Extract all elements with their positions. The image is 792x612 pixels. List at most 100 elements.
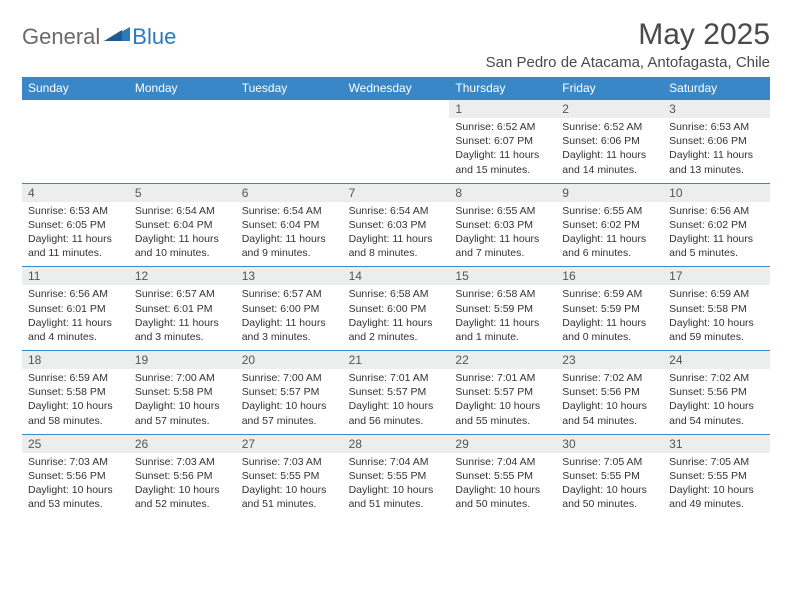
sunrise-value: 6:53 AM: [669, 120, 764, 134]
weekday-friday: Friday: [556, 77, 663, 99]
sunrise-value: 6:54 AM: [349, 204, 444, 218]
sunrise-value: 7:00 AM: [135, 371, 230, 385]
day-number: 19: [129, 351, 236, 369]
sunrise-value: 6:52 AM: [455, 120, 550, 134]
daylight-value: 10 hours and 58 minutes.: [28, 399, 123, 427]
day-cell: 26:52 AM6:06 PM11 hours and 14 minutes.: [556, 100, 663, 183]
daylight-value: 10 hours and 51 minutes.: [349, 483, 444, 511]
day-details: 7:04 AM5:55 PM10 hours and 50 minutes.: [449, 453, 556, 518]
header-right: May 2025 San Pedro de Atacama, Antofagas…: [486, 18, 770, 71]
day-number: 7: [343, 184, 450, 202]
sunset-value: 6:06 PM: [562, 134, 657, 148]
sunset-value: 5:59 PM: [455, 302, 550, 316]
day-details: 6:52 AM6:06 PM11 hours and 14 minutes.: [556, 118, 663, 183]
day-details: 6:58 AM6:00 PM11 hours and 2 minutes.: [343, 285, 450, 350]
day-number: 21: [343, 351, 450, 369]
day-cell: [22, 100, 129, 183]
daylight-value: 10 hours and 56 minutes.: [349, 399, 444, 427]
day-number: 5: [129, 184, 236, 202]
day-cell: 197:00 AM5:58 PM10 hours and 57 minutes.: [129, 351, 236, 434]
day-number: 20: [236, 351, 343, 369]
daylight-value: 11 hours and 13 minutes.: [669, 148, 764, 176]
sunset-value: 5:58 PM: [669, 302, 764, 316]
day-number: [236, 100, 343, 118]
day-details: 6:55 AM6:02 PM11 hours and 6 minutes.: [556, 202, 663, 267]
weekday-tuesday: Tuesday: [236, 77, 343, 99]
day-cell: 257:03 AM5:56 PM10 hours and 53 minutes.: [22, 435, 129, 518]
sunrise-value: 7:03 AM: [242, 455, 337, 469]
day-details: 7:02 AM5:56 PM10 hours and 54 minutes.: [663, 369, 770, 434]
sunset-value: 6:01 PM: [135, 302, 230, 316]
sunrise-value: 7:01 AM: [349, 371, 444, 385]
day-number: 27: [236, 435, 343, 453]
day-number: 10: [663, 184, 770, 202]
sunset-value: 6:07 PM: [455, 134, 550, 148]
sunset-value: 6:00 PM: [349, 302, 444, 316]
day-details: [343, 118, 450, 178]
day-details: 7:00 AM5:58 PM10 hours and 57 minutes.: [129, 369, 236, 434]
sunrise-value: 7:04 AM: [455, 455, 550, 469]
sunrise-value: 7:00 AM: [242, 371, 337, 385]
sunrise-value: 6:59 AM: [562, 287, 657, 301]
day-cell: 287:04 AM5:55 PM10 hours and 51 minutes.: [343, 435, 450, 518]
day-details: 6:56 AM6:01 PM11 hours and 4 minutes.: [22, 285, 129, 350]
day-cell: 207:00 AM5:57 PM10 hours and 57 minutes.: [236, 351, 343, 434]
daylight-value: 10 hours and 55 minutes.: [455, 399, 550, 427]
daylight-value: 10 hours and 54 minutes.: [562, 399, 657, 427]
sunset-value: 5:55 PM: [349, 469, 444, 483]
daylight-value: 10 hours and 50 minutes.: [455, 483, 550, 511]
day-details: [22, 118, 129, 178]
sunset-value: 6:02 PM: [669, 218, 764, 232]
day-cell: 317:05 AM5:55 PM10 hours and 49 minutes.: [663, 435, 770, 518]
day-details: 7:05 AM5:55 PM10 hours and 50 minutes.: [556, 453, 663, 518]
sunrise-value: 6:57 AM: [242, 287, 337, 301]
sunset-value: 6:02 PM: [562, 218, 657, 232]
day-cell: 227:01 AM5:57 PM10 hours and 55 minutes.: [449, 351, 556, 434]
sunset-value: 5:56 PM: [562, 385, 657, 399]
calendar-row: 116:56 AM6:01 PM11 hours and 4 minutes.1…: [22, 266, 770, 350]
sunset-value: 5:58 PM: [135, 385, 230, 399]
day-number: 6: [236, 184, 343, 202]
sunrise-value: 6:54 AM: [135, 204, 230, 218]
calendar-row: 257:03 AM5:56 PM10 hours and 53 minutes.…: [22, 434, 770, 518]
day-number: [129, 100, 236, 118]
day-cell: 7 6:54 AM6:03 PM11 hours and 8 minutes.: [343, 184, 450, 267]
daylight-value: 11 hours and 8 minutes.: [349, 232, 444, 260]
calendar: Sunday Monday Tuesday Wednesday Thursday…: [22, 77, 770, 517]
day-details: 6:58 AM5:59 PM11 hours and 1 minute.: [449, 285, 556, 350]
day-number: 9: [556, 184, 663, 202]
day-cell: [236, 100, 343, 183]
page-header: General Blue May 2025 San Pedro de Ataca…: [22, 18, 770, 71]
daylight-value: 10 hours and 57 minutes.: [135, 399, 230, 427]
sunset-value: 6:03 PM: [349, 218, 444, 232]
day-cell: 247:02 AM5:56 PM10 hours and 54 minutes.: [663, 351, 770, 434]
sunset-value: 6:04 PM: [242, 218, 337, 232]
sunset-value: 6:04 PM: [135, 218, 230, 232]
day-cell: [129, 100, 236, 183]
day-number: [22, 100, 129, 118]
day-cell: 36:53 AM6:06 PM11 hours and 13 minutes.: [663, 100, 770, 183]
daylight-value: 11 hours and 1 minute.: [455, 316, 550, 344]
logo-triangle-icon: [104, 25, 130, 46]
sunrise-value: 6:56 AM: [669, 204, 764, 218]
daylight-value: 11 hours and 14 minutes.: [562, 148, 657, 176]
day-details: 7:03 AM5:55 PM10 hours and 51 minutes.: [236, 453, 343, 518]
day-number: 3: [663, 100, 770, 118]
day-details: 6:53 AM6:05 PM11 hours and 11 minutes.: [22, 202, 129, 267]
sunset-value: 5:55 PM: [242, 469, 337, 483]
day-number: 15: [449, 267, 556, 285]
daylight-value: 11 hours and 5 minutes.: [669, 232, 764, 260]
day-details: 6:57 AM6:00 PM11 hours and 3 minutes.: [236, 285, 343, 350]
sunrise-value: 6:53 AM: [28, 204, 123, 218]
sunrise-value: 6:58 AM: [455, 287, 550, 301]
sunrise-value: 6:59 AM: [669, 287, 764, 301]
day-number: 8: [449, 184, 556, 202]
day-details: 6:53 AM6:06 PM11 hours and 13 minutes.: [663, 118, 770, 183]
weekday-wednesday: Wednesday: [343, 77, 450, 99]
day-number: 22: [449, 351, 556, 369]
logo-text-blue: Blue: [132, 24, 176, 50]
day-details: 6:55 AM6:03 PM11 hours and 7 minutes.: [449, 202, 556, 267]
day-number: 23: [556, 351, 663, 369]
sunrise-value: 6:52 AM: [562, 120, 657, 134]
day-cell: 277:03 AM5:55 PM10 hours and 51 minutes.: [236, 435, 343, 518]
